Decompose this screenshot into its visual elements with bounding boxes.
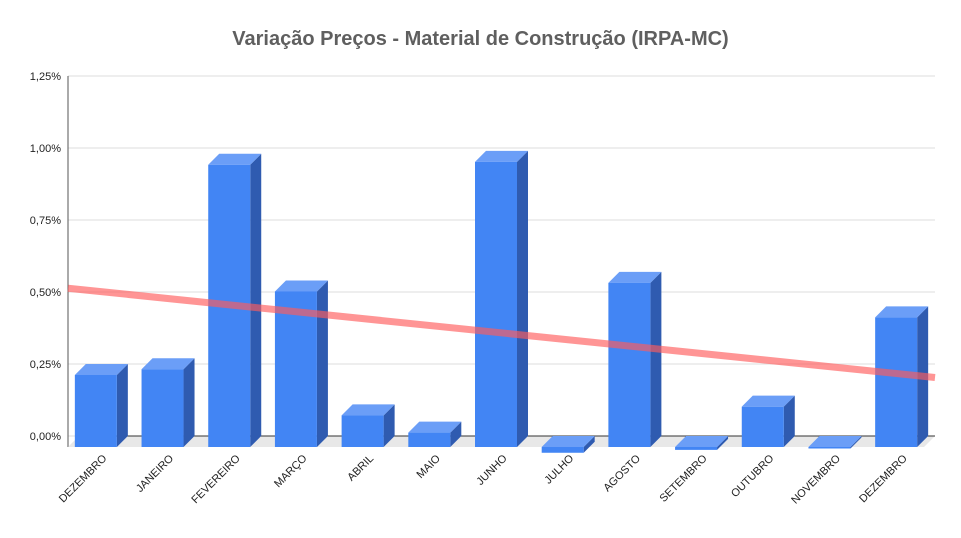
bar-top <box>74 364 128 375</box>
x-tick-label: ABRIL <box>345 453 376 484</box>
bar-front <box>341 415 384 447</box>
bar <box>74 364 128 447</box>
bar-side <box>583 436 595 453</box>
bar-side <box>116 364 128 447</box>
bar <box>341 404 395 447</box>
bar-top <box>208 153 262 165</box>
bar <box>541 436 595 453</box>
bar-front <box>541 447 584 453</box>
bar-side <box>316 280 328 447</box>
bar-top <box>475 150 528 162</box>
bar-front <box>141 369 184 447</box>
bar <box>141 358 195 447</box>
bar-side <box>183 358 195 447</box>
x-tick-label: AGOSTO <box>601 452 643 494</box>
bar-top <box>141 358 195 370</box>
bar-side <box>250 153 262 447</box>
trend-layer <box>67 284 936 382</box>
x-tick-label: MAIO <box>415 452 444 481</box>
y-tick-label: 1,25% <box>30 71 61 83</box>
bar-side <box>783 395 795 447</box>
x-tick-label: MARÇO <box>272 452 310 490</box>
bar-front <box>875 317 918 447</box>
bar <box>741 395 795 447</box>
bar-front <box>74 375 117 447</box>
x-tick-label: OUTUBRO <box>729 452 777 500</box>
y-tick-label: 0,25% <box>30 359 61 371</box>
x-tick-label: NOVEMBRO <box>789 452 843 506</box>
bar <box>875 306 929 447</box>
bar-front <box>274 291 317 447</box>
bar-top <box>808 436 862 447</box>
x-tick-label: JULHO <box>542 452 576 486</box>
x-axis-ticks: DEZEMBRO JANEIRO FEVEREIRO MARÇO ABRIL MAIO JU… <box>57 452 910 506</box>
y-tick-label: 1,00% <box>30 143 61 155</box>
bar <box>675 436 729 450</box>
trendline <box>67 284 936 382</box>
bar <box>608 271 662 447</box>
bar-front <box>808 447 851 449</box>
bar-top <box>741 395 795 407</box>
bar <box>408 421 462 447</box>
x-tick-label: FEVEREIRO <box>189 452 243 506</box>
bar-side <box>850 436 862 449</box>
y-axis-ticks: 0,00% 0,25% 0,50% 0,75% 1,00% 1,25% <box>30 71 61 443</box>
x-tick-label: JUNHO <box>474 452 510 488</box>
bar-front <box>408 432 451 447</box>
bar-side <box>650 271 662 447</box>
y-tick-label: 0,50% <box>30 287 61 299</box>
bar-front <box>741 406 784 447</box>
y-tick-label: 0,75% <box>30 215 61 227</box>
bar <box>274 280 328 447</box>
bar-front <box>608 282 651 447</box>
bar-top <box>875 306 929 318</box>
x-tick-label: JANEIRO <box>134 452 177 495</box>
x-tick-label: DEZEMBRO <box>857 452 910 505</box>
bar-side <box>517 150 528 447</box>
bar-top <box>274 280 328 292</box>
bar-top <box>341 404 395 416</box>
bar-side <box>450 421 462 447</box>
y-tick-label: 0,00% <box>30 431 61 443</box>
bar-top <box>608 271 662 283</box>
chart-title: Variação Preços - Material de Construção… <box>232 28 729 50</box>
bar-top <box>408 421 462 433</box>
bar-top <box>675 436 729 447</box>
x-tick-label: DEZEMBRO <box>57 452 110 505</box>
bar-top <box>541 436 595 447</box>
bar <box>808 436 862 449</box>
bar-front <box>475 161 517 447</box>
bar <box>475 150 528 447</box>
bar-side <box>717 436 729 450</box>
bar-front <box>675 447 718 450</box>
bar-side <box>383 404 395 447</box>
x-tick-label: SETEMBRO <box>658 452 710 504</box>
